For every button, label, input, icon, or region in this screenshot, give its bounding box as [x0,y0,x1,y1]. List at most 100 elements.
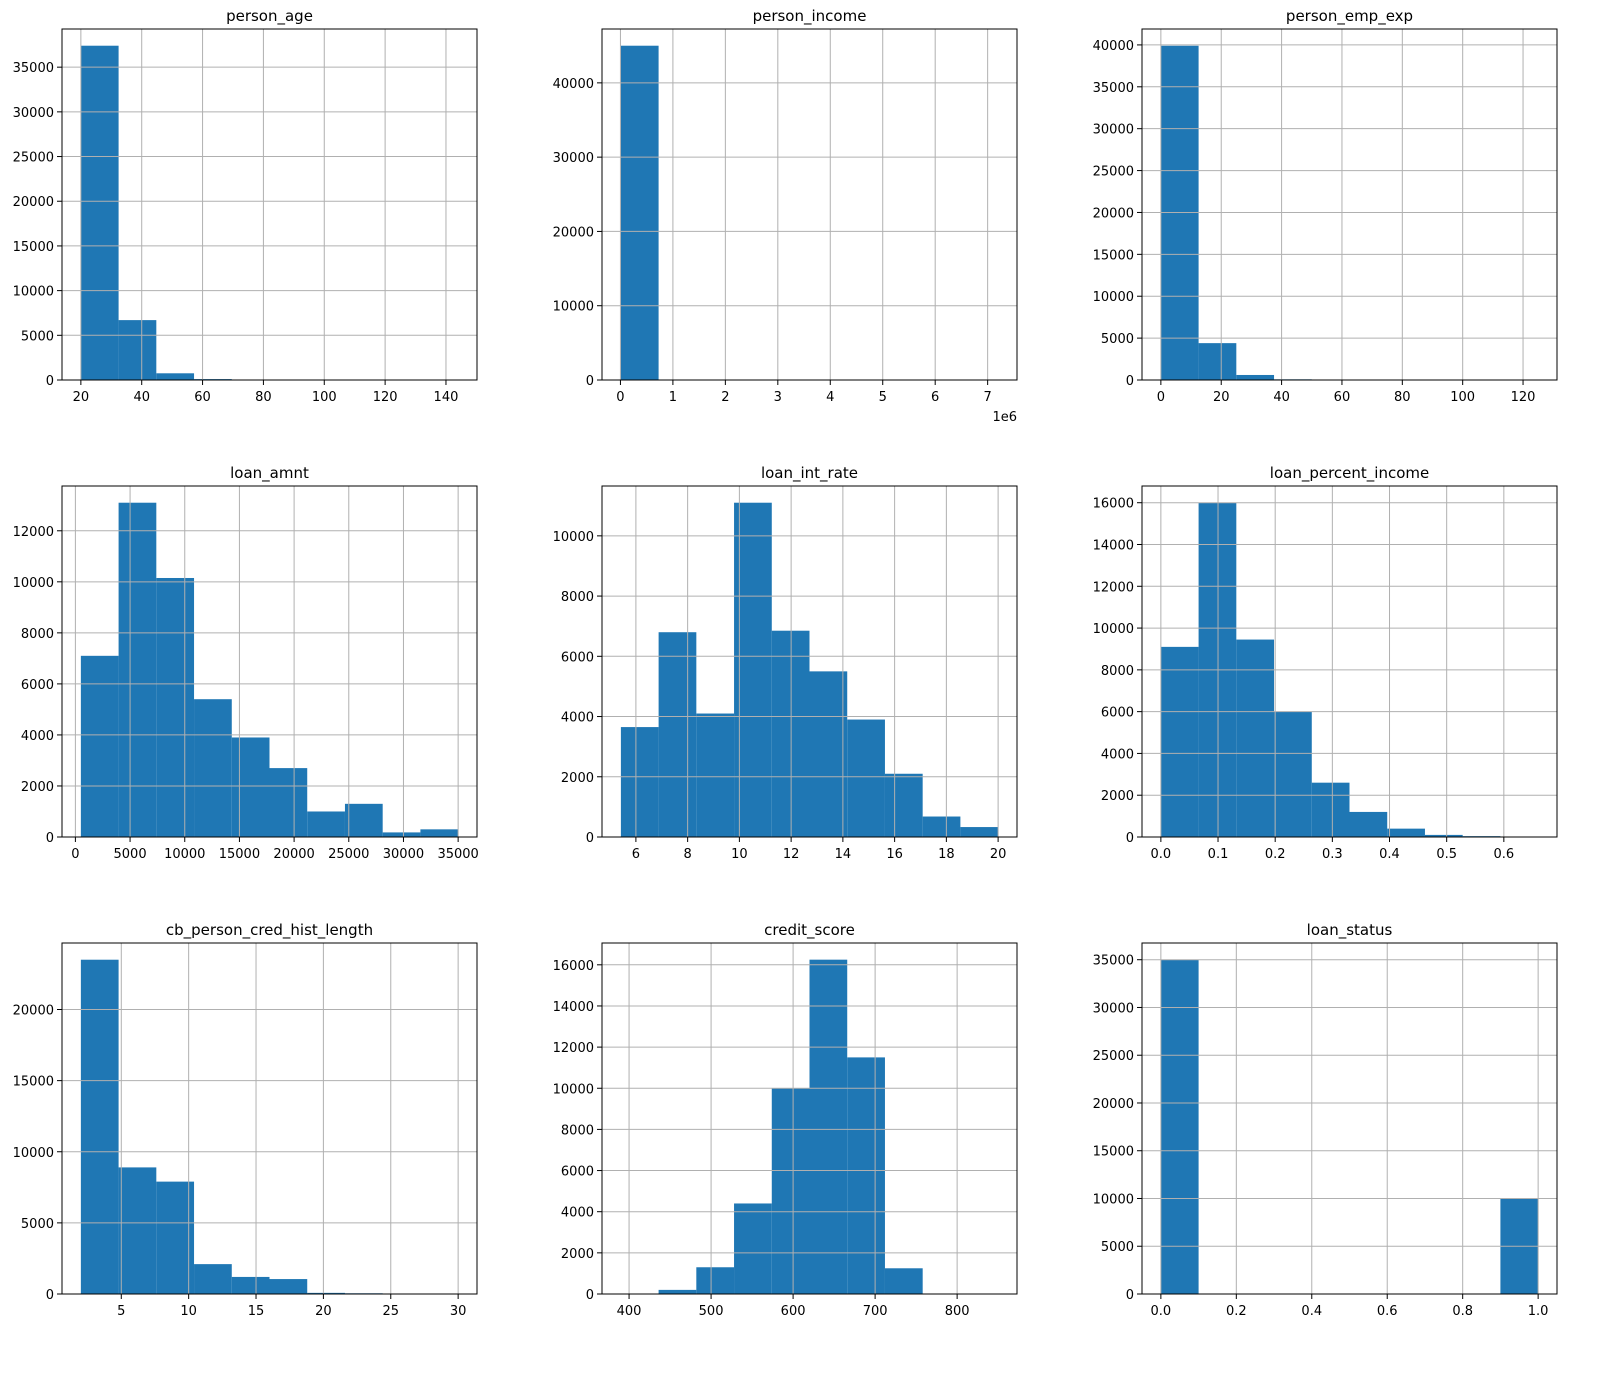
histogram-bar [1350,812,1388,837]
x-tick-label: 20 [990,847,1007,862]
histogram-bar [81,656,119,837]
y-tick-label: 12000 [553,1041,594,1056]
x-tick-label: 20 [73,390,90,405]
histogram-bar [1312,783,1350,837]
y-tick-label: 30000 [1093,123,1134,138]
y-tick-label: 2000 [1101,789,1134,804]
x-tick-label: 40 [1273,390,1290,405]
x-tick-label: 5000 [114,847,147,862]
x-tick-label: 35000 [437,847,478,862]
y-tick-label: 16000 [553,959,594,974]
histogram-bar [810,960,848,1294]
y-tick-label: 10000 [1093,290,1134,305]
histogram-bar [810,671,848,837]
x-offset-text: 1e6 [992,410,1017,425]
y-tick-label: 40000 [1093,39,1134,54]
y-tick-label: 35000 [13,61,54,76]
x-tick-label: 12 [783,847,800,862]
y-tick-label: 8000 [1101,664,1134,679]
x-tick-label: 5 [117,1304,125,1319]
axes-frame [602,29,1017,380]
x-tick-label: 0.5 [1436,847,1457,862]
y-tick-label: 35000 [1093,81,1134,96]
x-tick-label: 100 [1450,390,1475,405]
y-tick-label: 14000 [553,1000,594,1015]
x-tick-label: 0.0 [1151,1304,1172,1319]
subplot-title: credit_score [764,921,855,940]
histogram-bar [1236,640,1274,837]
y-tick-label: 4000 [1101,747,1134,762]
x-tick-label: 0 [71,847,79,862]
y-tick-label: 20000 [13,1004,54,1019]
y-tick-label: 5000 [21,329,54,344]
x-tick-label: 25 [382,1304,399,1319]
y-tick-label: 20000 [1093,206,1134,221]
x-tick-label: 60 [194,390,211,405]
y-tick-label: 35000 [1093,954,1134,969]
x-tick-label: 100 [312,390,337,405]
y-tick-label: 8000 [561,1123,594,1138]
x-tick-label: 800 [945,1304,970,1319]
histogram-bar [420,829,458,837]
histogram-bar [119,320,157,380]
histogram-bar [923,817,961,837]
y-tick-label: 0 [586,831,594,846]
subplot-title: loan_int_rate [761,464,858,483]
histogram-bar [659,632,697,837]
histogram-bar [232,1277,270,1294]
x-tick-label: 2 [721,390,729,405]
y-tick-label: 6000 [21,678,54,693]
x-tick-label: 0.0 [1151,847,1172,862]
y-tick-label: 5000 [1101,1240,1134,1255]
histogram-bar [847,1057,885,1294]
subplot-title: person_age [226,7,313,26]
x-tick-label: 30000 [383,847,424,862]
histogram-bar [772,1088,810,1294]
x-tick-label: 14 [835,847,852,862]
histogram-bar [1161,960,1199,1294]
x-tick-label: 80 [255,390,272,405]
x-tick-label: 7 [984,390,992,405]
x-tick-label: 15000 [219,847,260,862]
y-tick-label: 8000 [561,590,594,605]
x-tick-label: 25000 [328,847,369,862]
y-tick-label: 4000 [561,711,594,726]
x-tick-label: 6 [931,390,939,405]
x-tick-label: 0.2 [1226,1304,1247,1319]
x-tick-label: 0.4 [1301,1304,1322,1319]
y-tick-label: 0 [1126,831,1134,846]
histogram-bar [1236,375,1274,380]
x-tick-label: 0.6 [1377,1304,1398,1319]
histogram-bar [734,1203,772,1294]
y-tick-label: 0 [1126,1288,1134,1303]
y-tick-label: 40000 [553,77,594,92]
x-tick-label: 0.1 [1208,847,1229,862]
x-tick-label: 400 [617,1304,642,1319]
histogram-bar [696,714,734,837]
y-tick-label: 2000 [561,771,594,786]
histogram-bar [847,720,885,837]
y-tick-label: 10000 [1093,1192,1134,1207]
x-tick-label: 15 [248,1304,265,1319]
histogram-bar [232,737,270,837]
x-tick-label: 700 [863,1304,888,1319]
y-tick-label: 10000 [553,1082,594,1097]
subplot-title: cb_person_cred_hist_length [166,921,373,940]
axes-frame [1142,943,1557,1294]
subplot-title: loan_percent_income [1270,464,1429,483]
histogram-bar [194,1264,232,1294]
y-tick-label: 20000 [553,225,594,240]
histogram-bar [1274,712,1312,837]
y-tick-label: 10000 [13,1146,54,1161]
y-tick-label: 15000 [13,1075,54,1090]
y-tick-label: 30000 [1093,1001,1134,1016]
x-tick-label: 10 [731,847,748,862]
y-tick-label: 10000 [553,300,594,315]
histogram-bar [1387,829,1425,837]
histogram-bar [1161,647,1199,837]
histogram-bar [960,827,998,837]
